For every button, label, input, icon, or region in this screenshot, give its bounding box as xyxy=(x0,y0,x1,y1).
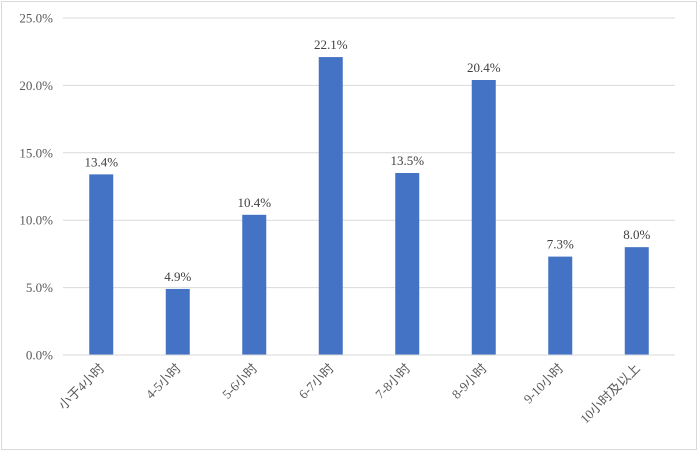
bar xyxy=(242,214,267,355)
bar xyxy=(89,174,114,355)
data-label: 22.1% xyxy=(314,37,348,52)
data-label: 8.0% xyxy=(623,227,650,242)
x-axis-tick-labels: 小于4小时 4-5小时 5-6小时 6-7小时 7-8小时 8-9小时 9-10小时 10小时… xyxy=(55,361,642,427)
data-label: 4.9% xyxy=(164,269,191,284)
x-tick-label: 5-6小时 xyxy=(219,361,260,402)
y-tick-label: 10.0% xyxy=(19,213,53,228)
bars xyxy=(89,57,649,356)
data-label: 13.5% xyxy=(390,153,424,168)
bar xyxy=(471,80,496,356)
x-tick-label: 10小时及以上 xyxy=(577,361,643,427)
y-tick-label: 5.0% xyxy=(26,280,53,295)
x-tick-label: 7-8小时 xyxy=(372,361,413,402)
bar xyxy=(624,247,649,355)
x-tick-label: 小于4小时 xyxy=(55,361,107,413)
bar xyxy=(318,57,343,355)
data-label: 13.4% xyxy=(84,154,118,169)
y-tick-label: 25.0% xyxy=(19,11,53,26)
data-label: 20.4% xyxy=(467,60,501,75)
x-tick-label: 8-9小时 xyxy=(449,361,490,402)
data-labels: 13.4% 4.9% 10.4% 22.1% 13.5% 20.4% 7.3% 8.0% xyxy=(84,37,650,284)
bar xyxy=(548,256,573,355)
data-label: 7.3% xyxy=(547,237,574,252)
bar xyxy=(395,173,420,355)
y-tick-label: 0.0% xyxy=(26,348,53,363)
bar xyxy=(165,288,190,355)
data-label: 10.4% xyxy=(237,195,271,210)
x-tick-label: 4-5小时 xyxy=(143,361,184,402)
gridlines xyxy=(63,17,675,289)
y-tick-label: 20.0% xyxy=(19,78,53,93)
y-axis-tick-labels: 0.0% 5.0% 10.0% 15.0% 20.0% 25.0% xyxy=(19,11,53,363)
x-tick-label: 9-10小时 xyxy=(521,361,567,407)
x-tick-label: 6-7小时 xyxy=(296,361,337,402)
y-tick-label: 15.0% xyxy=(19,145,53,160)
